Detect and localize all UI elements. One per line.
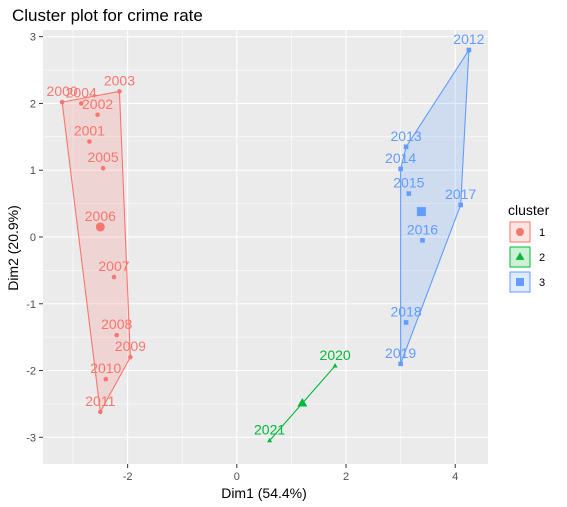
x-tick-label: -2 [123,471,133,483]
cluster-1-point [103,376,109,382]
point-label: 2011 [85,393,115,409]
cluster-2-point [267,437,273,443]
cluster-3-point [398,361,403,367]
grid-major-lines [43,30,488,464]
point-label: 2002 [82,96,113,112]
point-label: 2016 [407,221,438,237]
cluster-3-point [406,191,412,196]
y-axis: -3 -2 -1 0 1 2 3 [26,32,43,444]
cluster-1-point [111,274,117,280]
y-tick-label: 2 [30,98,36,110]
legend-marker-3 [516,278,524,286]
point-label: 2009 [115,338,146,354]
chart-title: Cluster plot for crime rate [12,6,203,25]
cluster-3-point [466,47,472,53]
x-tick-label: 4 [452,471,458,483]
cluster-2-centroid [297,397,308,407]
point-label: 2013 [391,128,422,144]
legend-label: 1 [539,227,545,239]
x-tick-label: 0 [234,471,240,483]
point-label: 2018 [391,303,422,319]
point-label: 2008 [101,316,132,332]
cluster-1-point [87,139,92,144]
x-axis: -2 0 2 4 [123,464,458,483]
point-label: 2012 [453,31,484,47]
y-tick-label: -3 [26,432,36,444]
point-label: 2004 [66,84,97,100]
legend-label: 2 [539,252,545,264]
cluster-hulls [61,48,470,441]
cluster-3-point [398,166,403,172]
point-label: 2017 [445,186,476,202]
x-tick-label: 2 [343,471,349,483]
legend-marker-1 [516,228,524,236]
point-label: 2007 [98,258,129,274]
point-label: 2010 [90,360,121,376]
cluster-1-point [95,112,100,118]
cluster-3-hull [400,48,470,365]
cluster-3-point [403,144,409,150]
cluster-2-point [332,363,338,368]
y-tick-label: 0 [30,232,36,244]
cluster-1-point [98,409,103,415]
cluster-1-point [100,165,106,171]
plot-panel [43,30,488,464]
y-tick-label: -1 [26,299,36,311]
point-label: 2001 [74,123,105,139]
cluster-3-point [420,238,425,243]
cluster-1-point [114,332,120,338]
cluster-3-point [458,202,463,208]
point-label: 2006 [85,208,116,224]
legend-label: 3 [539,277,545,289]
cluster-3-centroid [416,207,426,217]
cluster-3-point [403,320,409,325]
point-label: 2014 [385,150,416,166]
point-label: 2015 [393,175,424,191]
y-tick-label: 3 [30,32,36,44]
y-tick-label: 1 [30,165,36,177]
cluster-1-point [59,99,65,105]
cluster-points [59,47,472,443]
point-label: 2000 [47,83,78,99]
y-tick-label: -2 [26,366,36,378]
x-axis-title: Dim1 (54.4%) [221,485,307,501]
cluster-1-centroid [95,222,105,232]
point-label: 2021 [254,422,285,438]
cluster-1-point [78,101,84,106]
point-label: 2020 [320,347,351,363]
y-axis-title: Dim2 (20.9%) [5,205,21,291]
point-label: 2019 [385,345,416,361]
point-label: 2003 [104,72,135,88]
legend-title: cluster [508,202,550,218]
legend: cluster 1 2 3 [508,202,550,293]
cluster-1-point [117,89,122,94]
cluster-1-point [128,354,133,360]
legend-marker-2 [515,252,525,260]
point-label: 2005 [87,149,118,165]
